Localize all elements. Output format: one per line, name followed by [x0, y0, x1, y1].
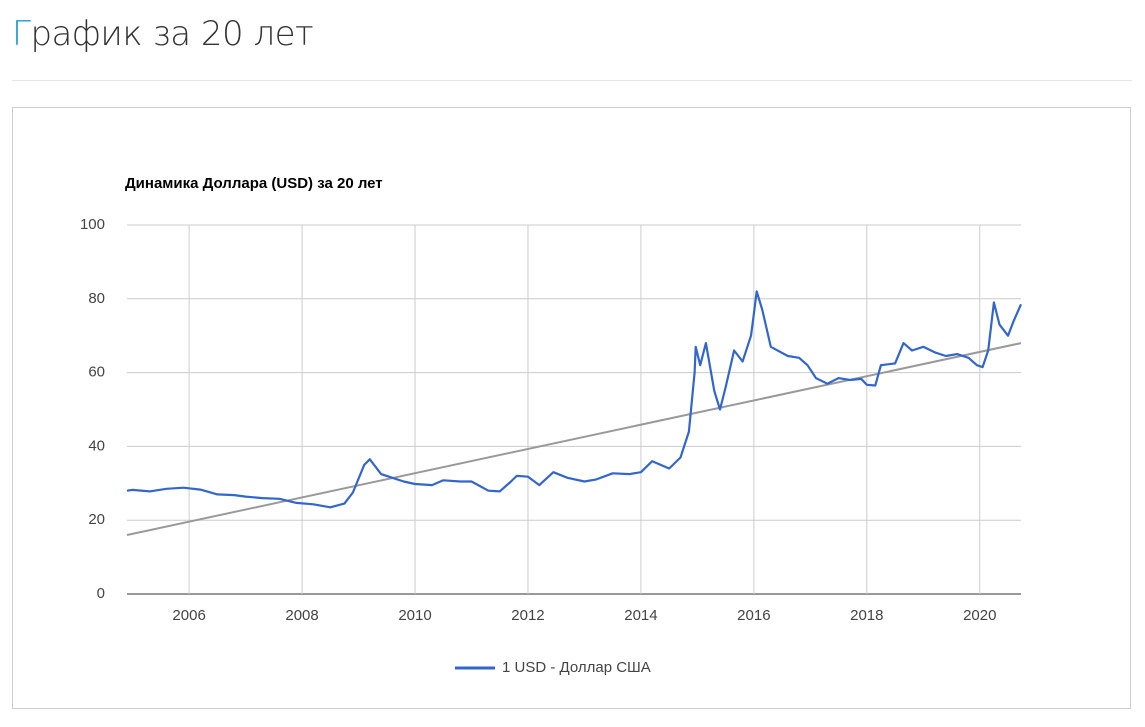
series-line	[126, 290, 1023, 509]
x-tick-label: 2018	[850, 607, 883, 624]
x-tick-label: 2020	[963, 607, 996, 624]
x-tick-label: 2006	[172, 607, 205, 624]
y-tick-label: 60	[88, 364, 105, 381]
y-tick-label: 40	[88, 437, 105, 454]
x-tick-label: 2016	[737, 607, 770, 624]
y-tick-label: 20	[88, 511, 105, 528]
divider	[12, 80, 1132, 81]
chart-panel	[12, 107, 1131, 709]
chart-title: Динамика Доллара (USD) за 20 лет	[125, 175, 383, 192]
y-tick-label: 0	[97, 585, 105, 602]
y-tick-label: 80	[88, 290, 105, 307]
y-tick-label: 100	[80, 216, 105, 233]
x-tick-label: 2008	[285, 607, 318, 624]
x-tick-label: 2014	[624, 607, 657, 624]
x-tick-label: 2012	[511, 607, 544, 624]
trendline	[126, 342, 1022, 536]
legend-label: 1 USD - Доллар США	[502, 659, 651, 676]
x-tick-label: 2010	[398, 607, 431, 624]
page-title: График за 20 лет	[12, 14, 314, 54]
